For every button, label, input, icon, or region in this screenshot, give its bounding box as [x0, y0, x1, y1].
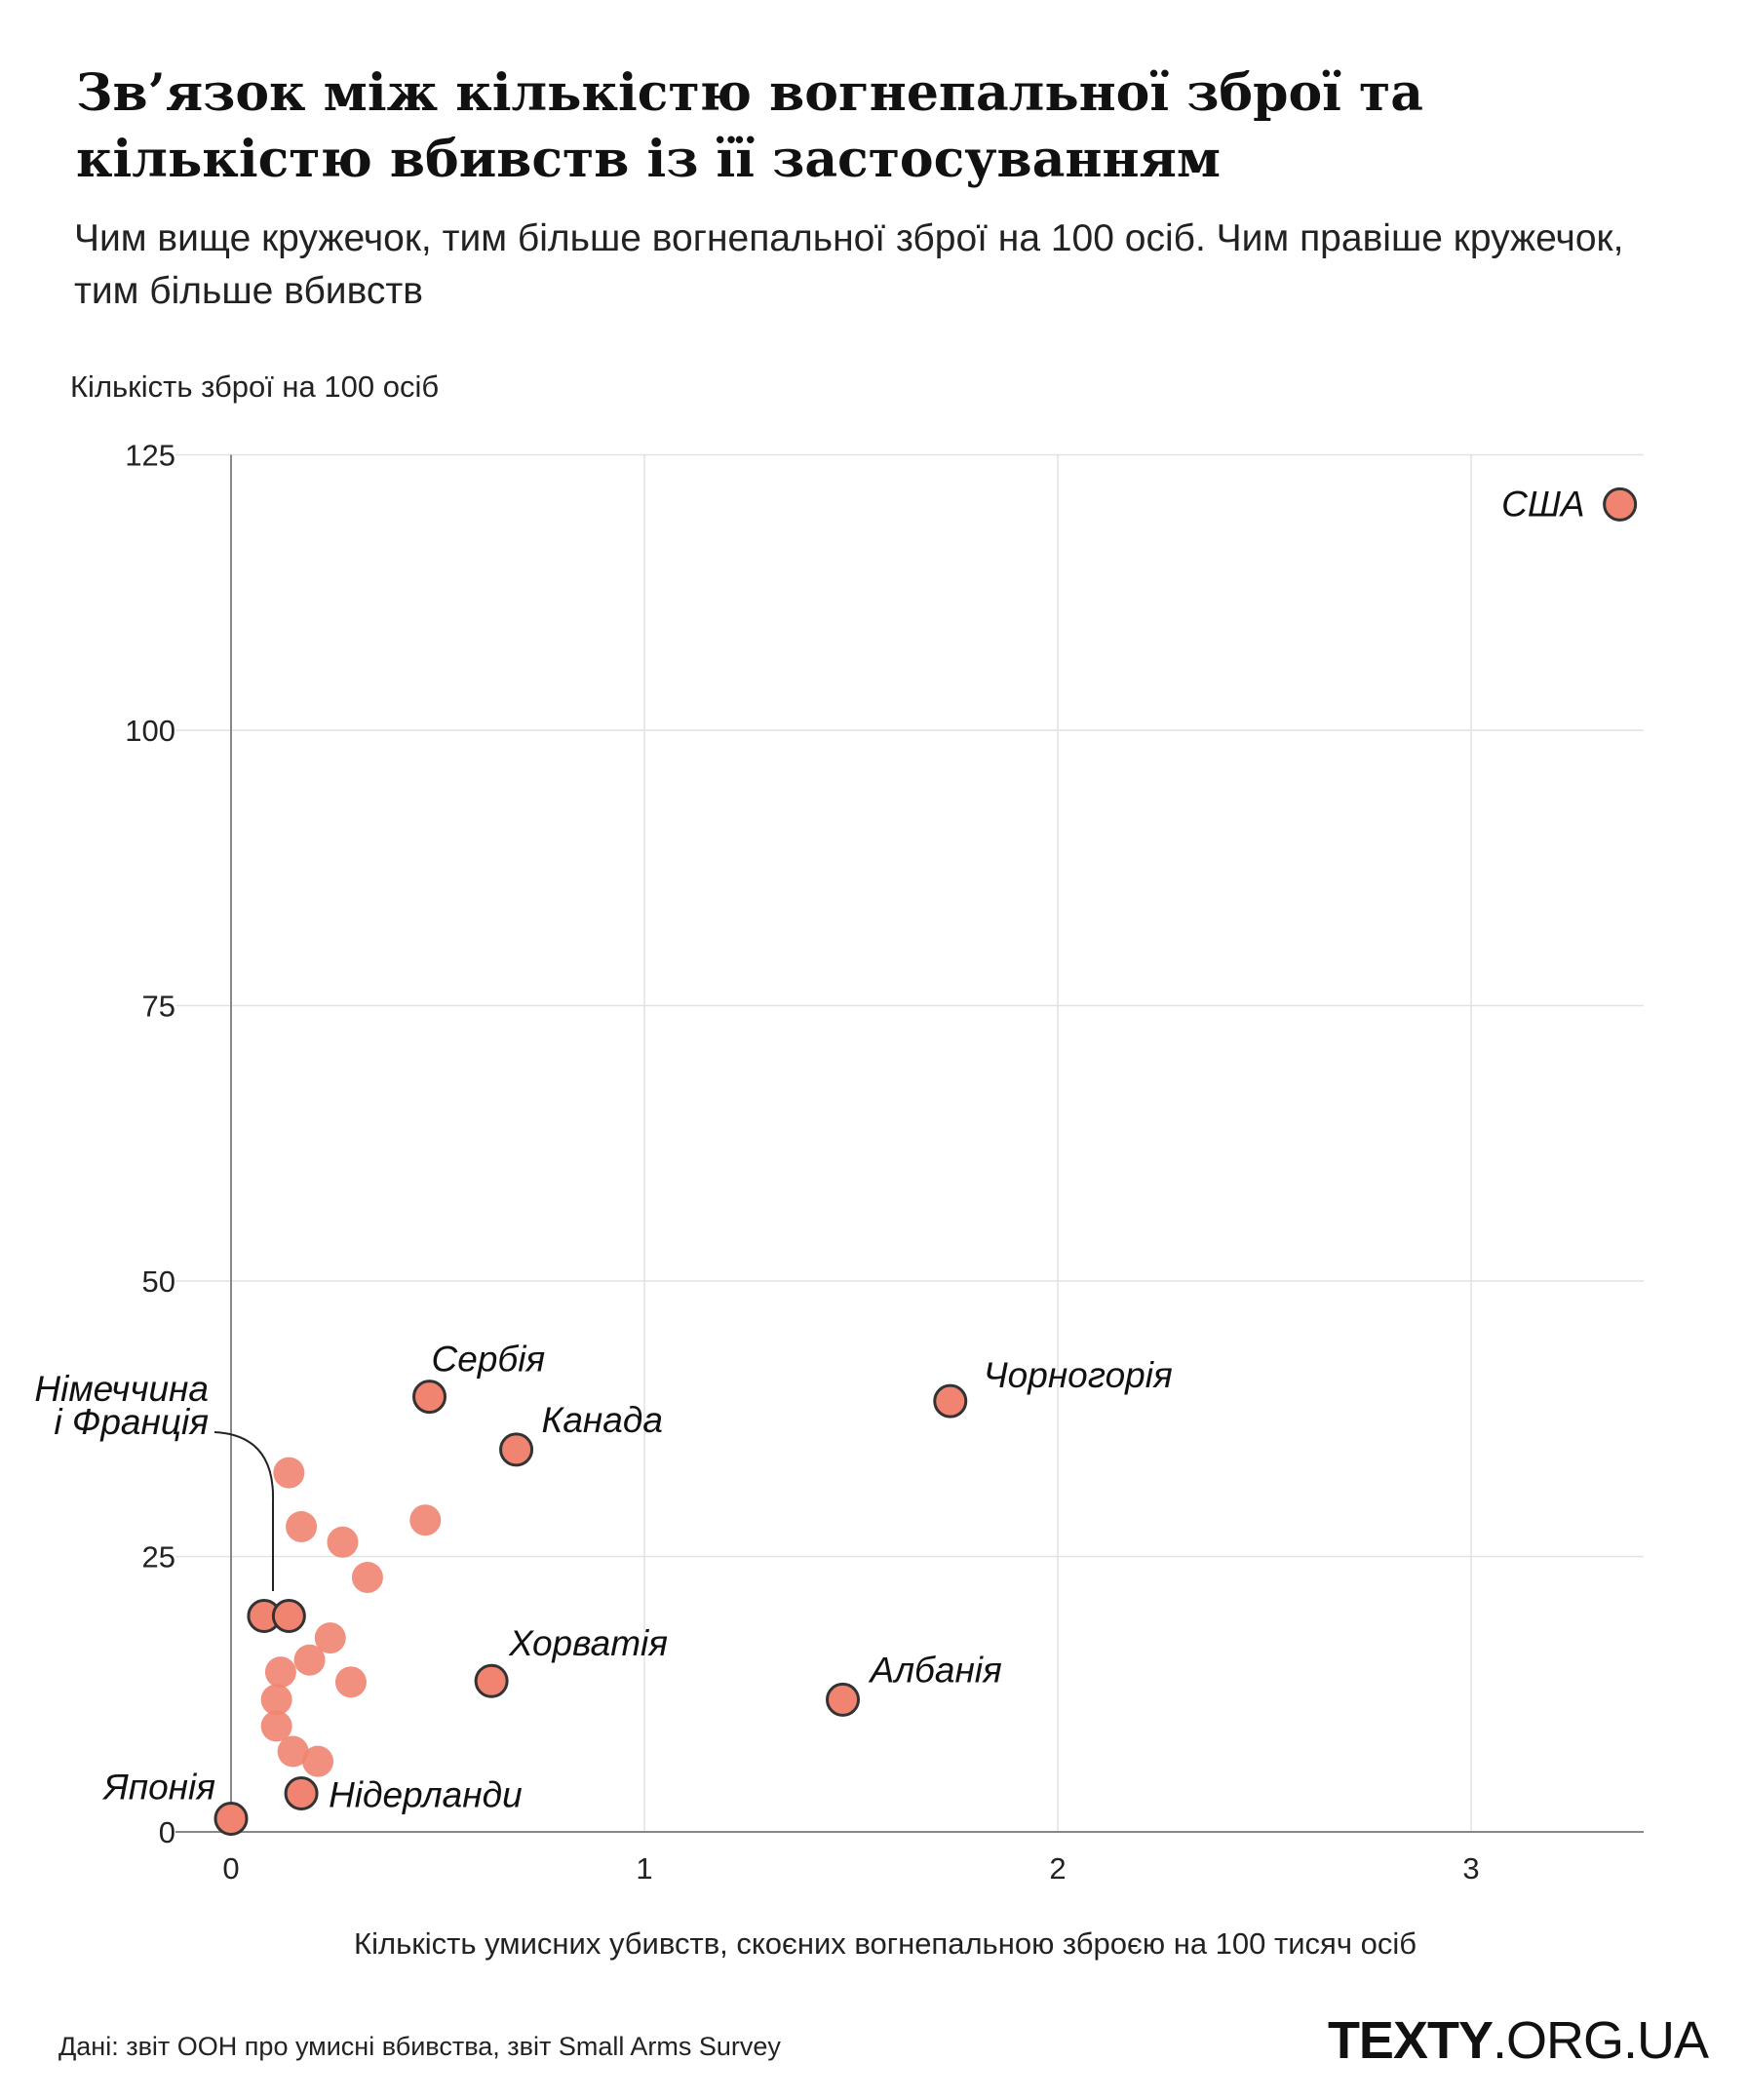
data-points — [214, 486, 1638, 1836]
data-point — [314, 1622, 346, 1654]
point-label: Чорногорія — [984, 1355, 1173, 1395]
axes — [175, 454, 1644, 1833]
data-point — [302, 1745, 334, 1777]
point-Сербія — [412, 1380, 447, 1415]
tick-labels: 0 25 50 75 100 125 0 1 2 3 — [125, 439, 1479, 1886]
point-label: Японія — [101, 1767, 215, 1807]
logo-bold: TEXTY — [1327, 2011, 1494, 2070]
point-label: США — [1501, 484, 1584, 524]
point-label: Канада — [542, 1400, 663, 1440]
texty-logo: TEXTY.ORG.UA — [1327, 2010, 1709, 2071]
grid-lines — [175, 453, 1644, 1832]
point-label: Хорватія — [508, 1623, 668, 1663]
data-point — [260, 1684, 292, 1716]
annotation-label: і Франція — [54, 1402, 209, 1442]
data-point — [351, 1561, 383, 1593]
data-point — [334, 1666, 367, 1698]
y-axis-label: Кількість зброї на 100 осіб — [70, 369, 439, 404]
data-point — [260, 1710, 292, 1742]
data-point — [327, 1526, 359, 1558]
data-point — [286, 1510, 318, 1542]
x-tick-label: 3 — [1462, 1851, 1479, 1886]
data-point — [264, 1656, 296, 1689]
point-США — [1603, 486, 1638, 522]
y-tick-label: 50 — [142, 1264, 175, 1299]
x-axis-label: Кількість умисних убивств, скоєних вогне… — [354, 1926, 1417, 1961]
y-tick-label: 25 — [142, 1540, 175, 1575]
point-Нідерланди — [284, 1775, 319, 1810]
data-point — [271, 1599, 306, 1634]
source-note: Дані: звіт ООН про умисні вбивства, звіт… — [58, 2032, 781, 2061]
logo-rest: .ORG.UA — [1492, 2011, 1709, 2070]
y-tick-label: 125 — [125, 439, 175, 473]
annotation-label: Німеччина — [34, 1369, 209, 1409]
data-point — [273, 1457, 305, 1489]
y-tick-label: 75 — [142, 990, 175, 1024]
data-point — [277, 1735, 309, 1768]
point-Хорватія — [474, 1663, 509, 1698]
y-tick-label: 100 — [125, 714, 175, 748]
x-tick-label: 2 — [1049, 1851, 1066, 1886]
chart-subtitle: Чим вище кружечок, тим більше вогнепальн… — [74, 217, 1624, 312]
point-Канада — [499, 1432, 534, 1467]
point-Японія — [214, 1801, 249, 1836]
point-label: Нідерланди — [329, 1774, 523, 1814]
data-point — [409, 1504, 442, 1536]
point-label: Албанія — [869, 1650, 1003, 1690]
point-label: Сербія — [432, 1340, 546, 1380]
x-tick-label: 1 — [636, 1851, 652, 1886]
point-labels: США Чорногорія Сербія Канада Хорватія Албанія… — [34, 484, 1584, 1814]
chart-title: Зв’язок між кількістю вогнепальної зброї… — [76, 63, 1423, 189]
y-tick-label: 0 — [159, 1815, 175, 1849]
point-Чорногорія — [933, 1383, 968, 1419]
point-Албанія — [826, 1682, 861, 1717]
annotation-leader-line — [214, 1431, 275, 1591]
x-tick-label: 0 — [222, 1851, 239, 1886]
data-point — [293, 1644, 326, 1676]
